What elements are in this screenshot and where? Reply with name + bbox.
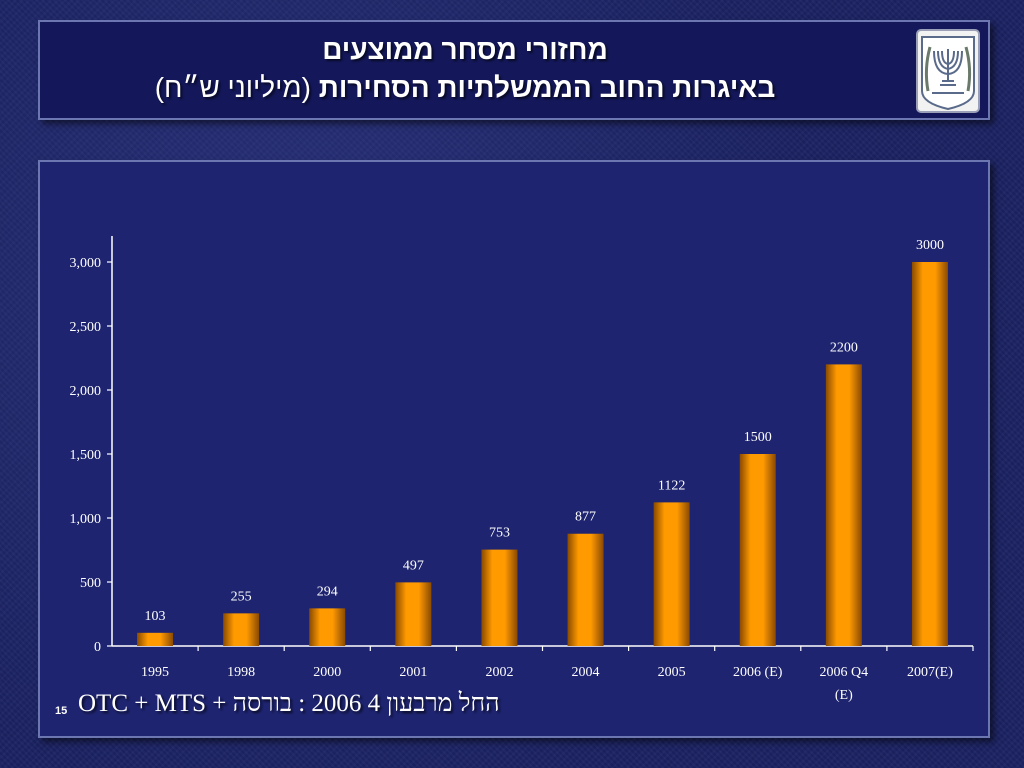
data-label: 753: [489, 526, 510, 541]
x-tick-label: 2002: [485, 665, 513, 680]
y-tick-label: 1,000: [70, 512, 102, 527]
data-label: 877: [575, 510, 596, 525]
bar: [481, 549, 518, 646]
data-label: 3000: [916, 238, 944, 253]
x-tick-label: 2004: [572, 665, 600, 680]
x-tick-label: 1998: [227, 665, 255, 680]
x-tick-label: 2001: [399, 665, 427, 680]
subtitle-unit: (מיליוני ש״ח): [154, 72, 311, 103]
x-tick-label: 2006 Q4: [820, 665, 869, 680]
x-tick-label: 2005: [658, 665, 686, 680]
x-tick-label: 2000: [313, 665, 341, 680]
bar: [137, 632, 174, 646]
bar-chart: 0 500 1,000 1,500 2,000 2,500 3,000 103 1995 255 1…: [70, 236, 974, 703]
x-tick-label: 2007(E): [907, 665, 953, 680]
israel-emblem-icon: [916, 29, 980, 113]
data-label: 255: [231, 589, 252, 604]
bar: [223, 613, 260, 646]
chart-panel: 0 500 1,000 1,500 2,000 2,500 3,000 103 1995 255 1…: [38, 160, 990, 738]
subtitle-main: באיגרות החוב הממשלתיות הסחירות: [310, 72, 776, 103]
page-subtitle: באיגרות החוב הממשלתיות הסחירות (מיליוני …: [40, 72, 890, 104]
page-title: מחזורי מסחר ממוצעים: [322, 34, 608, 65]
x-tick-label: 1995: [141, 665, 169, 680]
data-label: 103: [145, 609, 166, 624]
y-tick-label: 2,000: [70, 384, 102, 399]
footnote: החל מרבעון 4 2006 : בורסה + OTC + MTS: [78, 690, 500, 717]
slide-number: 15: [55, 705, 68, 717]
x-tick-label: (E): [835, 688, 853, 703]
bar: [395, 582, 432, 646]
y-tick-label: 3,000: [70, 256, 102, 271]
data-label: 497: [403, 558, 424, 573]
data-label: 1500: [744, 430, 772, 445]
data-label: 2200: [830, 340, 858, 355]
bar: [739, 454, 776, 646]
title-panel: מחזורי מסחר ממוצעים באיגרות החוב הממשלתי…: [38, 20, 990, 120]
y-tick-label: 2,500: [70, 320, 102, 335]
y-tick-label: 500: [80, 576, 101, 591]
y-tick-label: 1,500: [70, 448, 102, 463]
bar: [567, 533, 604, 646]
data-label: 1122: [658, 478, 685, 493]
bar: [825, 364, 862, 646]
data-label: 294: [317, 584, 338, 599]
x-tick-label: 2006 (E): [733, 665, 783, 680]
y-tick-label: 0: [94, 640, 101, 655]
bar: [653, 502, 690, 646]
bar: [911, 262, 948, 646]
bar: [309, 608, 346, 646]
